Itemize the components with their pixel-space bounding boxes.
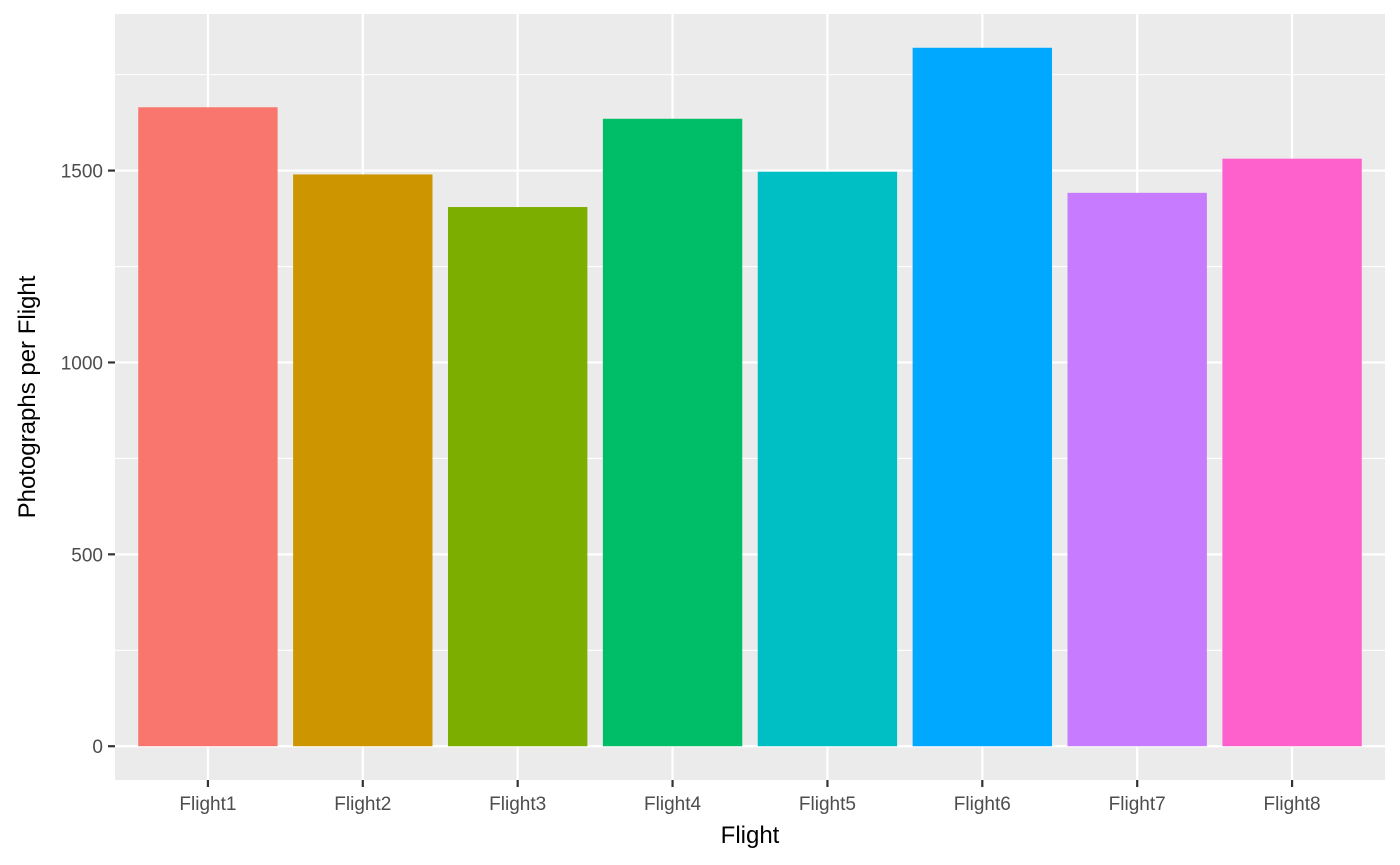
x-tick-label: Flight2 (334, 794, 391, 815)
bar-flight3 (447, 207, 588, 747)
x-axis-title: Flight (721, 822, 780, 849)
y-tick-label: 0 (92, 737, 103, 758)
bar-flight8 (1222, 158, 1362, 747)
x-axis: Flight1 Flight2 Flight3 Flight4 Flight5 Fligh… (179, 780, 1321, 815)
bars (138, 47, 1362, 747)
y-tick-label: 1000 (61, 353, 103, 374)
bar-flight5 (757, 171, 898, 747)
bar-flight1 (138, 107, 278, 747)
x-tick-label: Flight6 (954, 794, 1011, 815)
y-axis: 0 500 1000 1500 (61, 162, 115, 758)
bar-flight4 (602, 118, 743, 747)
x-tick-label: Flight5 (799, 794, 856, 815)
x-tick-label: Flight7 (1109, 794, 1166, 815)
bar-flight2 (293, 174, 433, 747)
y-tick-label: 1500 (61, 162, 103, 183)
x-tick-label: Flight8 (1264, 794, 1321, 815)
y-axis-title: Photographs per Flight (14, 275, 41, 518)
bar-flight6 (912, 47, 1053, 747)
x-tick-label: Flight3 (489, 794, 546, 815)
x-tick-label: Flight4 (644, 794, 701, 815)
y-tick-label: 500 (71, 545, 103, 566)
x-tick-label: Flight1 (179, 794, 236, 815)
bar-flight7 (1067, 192, 1207, 747)
